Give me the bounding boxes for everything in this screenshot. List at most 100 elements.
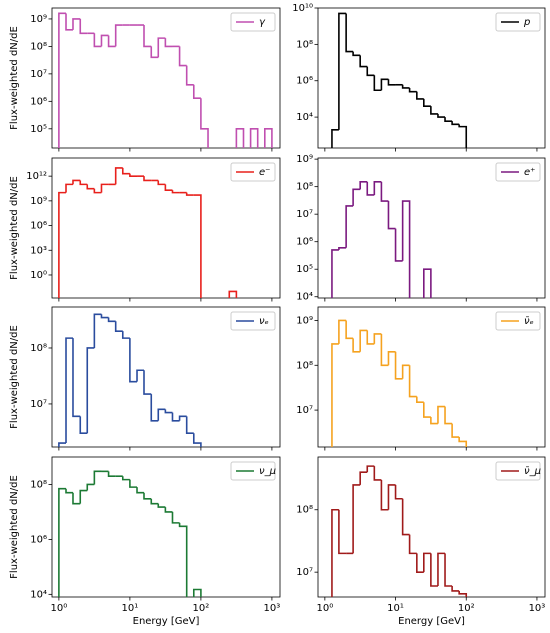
histogram-step bbox=[366, 465, 375, 473]
y-tick-label: 10⁴ bbox=[296, 112, 313, 123]
histogram-step bbox=[458, 590, 468, 597]
histogram-step bbox=[178, 415, 187, 421]
histogram-step bbox=[423, 402, 431, 418]
y-tick-label: 10⁹ bbox=[30, 14, 47, 25]
histogram-step bbox=[171, 511, 180, 524]
histogram-step bbox=[150, 498, 159, 505]
histogram-step bbox=[331, 249, 339, 298]
histogram-step bbox=[100, 34, 109, 47]
histogram-step bbox=[345, 205, 354, 248]
histogram-step bbox=[423, 98, 431, 107]
y-tick-label: 10⁵ bbox=[296, 264, 313, 275]
y-tick-label: 10⁸ bbox=[30, 41, 47, 52]
histogram-step bbox=[185, 416, 194, 434]
y-tick-label: 10⁷ bbox=[296, 567, 313, 578]
histogram-step bbox=[65, 13, 73, 31]
histogram-step bbox=[366, 181, 375, 196]
histogram-step bbox=[93, 33, 102, 48]
histogram-step bbox=[107, 471, 116, 477]
histogram-step bbox=[437, 405, 446, 424]
histogram-step bbox=[178, 46, 187, 67]
histogram-step bbox=[58, 487, 67, 597]
histogram-step bbox=[143, 176, 152, 182]
histogram-step bbox=[136, 369, 144, 382]
y-axis-label: Flux-weighted dN/dE bbox=[9, 26, 20, 130]
histogram-step bbox=[192, 433, 202, 447]
legend-label: p bbox=[523, 17, 530, 28]
histogram-step bbox=[352, 484, 361, 554]
y-tick-label: 10⁷ bbox=[30, 399, 47, 410]
histogram-step bbox=[394, 484, 403, 500]
histogram-step bbox=[263, 128, 273, 148]
histogram-step bbox=[408, 365, 417, 398]
histogram-step bbox=[430, 106, 438, 115]
histogram-step bbox=[171, 412, 180, 422]
histogram-step bbox=[373, 466, 382, 481]
histogram-step bbox=[136, 487, 144, 494]
y-tick-label: 10⁷ bbox=[296, 405, 313, 416]
y-tick-label: 10⁷ bbox=[296, 209, 313, 220]
histogram-step bbox=[86, 184, 95, 190]
y-tick-label: 10⁶ bbox=[296, 237, 313, 248]
histogram-step bbox=[408, 534, 417, 555]
x-tick-label: 10³ bbox=[529, 603, 546, 614]
histogram-step bbox=[387, 201, 396, 230]
x-tick-label: 10² bbox=[193, 603, 210, 614]
x-tick-label: 10¹ bbox=[387, 603, 404, 614]
histogram-step bbox=[72, 179, 81, 185]
plot-frame bbox=[317, 7, 546, 149]
legend-label: ν̄ₑ bbox=[524, 316, 534, 327]
y-tick-label: 10⁴ bbox=[30, 589, 47, 600]
y-tick-label: 10⁴ bbox=[296, 292, 313, 303]
histogram-step bbox=[423, 268, 432, 298]
histogram-step bbox=[423, 552, 431, 573]
histogram-step bbox=[366, 66, 375, 77]
histogram-step bbox=[394, 351, 403, 380]
histogram-step bbox=[86, 347, 95, 434]
y-axis-label: Flux-weighted dN/dE bbox=[9, 176, 20, 280]
y-tick-label: 10⁰ bbox=[30, 270, 47, 281]
histogram-step bbox=[430, 417, 438, 425]
legend-label: e⁻ bbox=[259, 167, 270, 178]
histogram-step bbox=[359, 471, 368, 485]
histogram-step bbox=[373, 333, 382, 344]
y-tick-label: 10⁸ bbox=[296, 182, 313, 193]
histogram-step bbox=[72, 18, 81, 30]
plot-frame bbox=[51, 456, 281, 598]
histogram-step bbox=[129, 338, 138, 383]
histogram-step bbox=[444, 406, 453, 425]
histogram-step bbox=[338, 319, 347, 344]
x-tick-label: 10³ bbox=[264, 603, 281, 614]
histogram-step bbox=[192, 588, 202, 597]
y-tick-label: 10⁶ bbox=[30, 96, 47, 107]
y-tick-label: 10⁸ bbox=[30, 479, 47, 490]
x-axis-label: Energy [GeV] bbox=[133, 616, 200, 627]
histogram-step bbox=[235, 128, 245, 148]
histogram-step bbox=[79, 416, 88, 434]
histogram-step bbox=[451, 121, 460, 126]
histogram-step bbox=[380, 479, 389, 511]
y-tick-label: 10⁹ bbox=[30, 196, 47, 207]
panel: 10⁷ 10⁸ 10⁹ ν̄ₑ bbox=[296, 306, 546, 451]
histogram-step bbox=[164, 409, 173, 414]
histogram-step bbox=[387, 79, 396, 86]
y-tick-label: 10⁷ bbox=[30, 69, 47, 80]
legend-label: νₑ bbox=[259, 316, 269, 327]
histogram-step bbox=[394, 228, 403, 262]
y-tick-label: 10¹² bbox=[26, 171, 47, 182]
x-tick-label: 10² bbox=[458, 603, 475, 614]
histogram-step bbox=[331, 129, 339, 148]
y-tick-label: 10¹⁰ bbox=[292, 3, 313, 14]
y-tick-label: 10⁶ bbox=[296, 76, 313, 87]
histogram-step bbox=[114, 24, 123, 47]
histogram-step bbox=[345, 13, 354, 53]
legend-label: ν̄_μ bbox=[524, 466, 541, 477]
histogram-step bbox=[338, 509, 347, 555]
histogram-step bbox=[164, 184, 173, 191]
panel: 10⁷ 10⁸ 10⁰ 10¹ 10² 10³ Energy [GeV] ν̄_μ bbox=[296, 456, 546, 627]
histogram-step bbox=[331, 343, 339, 447]
histogram-step bbox=[387, 351, 396, 366]
histogram-step bbox=[65, 337, 73, 444]
panel: 10⁴ 10⁶ 10⁸ 10⁰ 10¹ 10² 10³ Energy [GeV] Flux-we… bbox=[9, 456, 281, 627]
